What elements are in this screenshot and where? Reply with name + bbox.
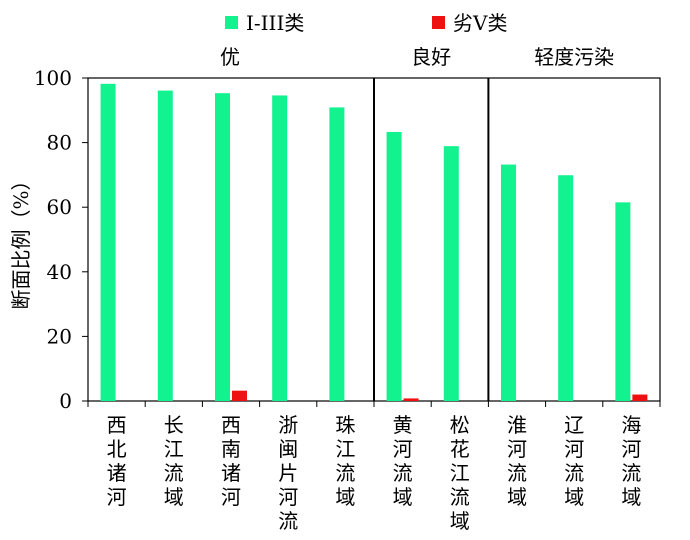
x-tick-label: 辽河流域 — [564, 413, 584, 509]
group-label: 优 — [220, 45, 240, 69]
bar-grade-1-3 — [214, 93, 230, 401]
x-tick-label: 西南诸河 — [221, 413, 241, 509]
legend-label: 劣V类 — [453, 11, 507, 35]
y-axis-label: 断面比例（%） — [9, 170, 33, 309]
legend-swatch — [432, 16, 445, 29]
x-tick-label: 长江流域 — [164, 413, 184, 509]
x-tick-label: 黄河流域 — [393, 413, 413, 509]
y-tick-label: 60 — [47, 195, 72, 219]
bar-grade-1-3 — [386, 131, 402, 402]
bar-below-grade-5 — [632, 394, 648, 401]
x-tick-label: 珠江流域 — [335, 413, 355, 509]
x-tick-label: 海河流域 — [621, 413, 641, 509]
y-axis: 0 20 40 60 80 100 — [34, 66, 88, 413]
bar-grade-1-3 — [272, 95, 288, 401]
group-label: 良好 — [411, 45, 451, 69]
legend-label: I-III类 — [246, 11, 304, 35]
x-axis: 西北诸河 长江流域 西南诸河 浙闽片河流 珠江流域 黄河流域 松花江流域 淮河流域 辽河流域 海河… — [87, 401, 661, 533]
y-tick-label: 20 — [47, 324, 72, 348]
legend: I-III类 劣V类 — [225, 11, 507, 35]
group-labels: 优 良好 轻度污染 — [220, 45, 614, 69]
y-tick-label: 0 — [59, 389, 72, 413]
x-tick-label: 松花江流域 — [450, 413, 470, 533]
bar-below-grade-5 — [231, 390, 247, 401]
bar-grade-1-3 — [100, 83, 116, 402]
y-tick-label: 80 — [47, 131, 72, 155]
bar-grade-1-3 — [558, 175, 574, 401]
x-tick-label: 淮河流域 — [507, 413, 527, 509]
x-tick-label: 浙闽片河流 — [278, 413, 298, 533]
y-tick-label: 40 — [47, 260, 72, 284]
bar-grade-1-3 — [500, 164, 516, 401]
x-tick-label: 西北诸河 — [107, 413, 127, 509]
group-label: 轻度污染 — [534, 45, 614, 69]
bar-grade-1-3 — [157, 90, 173, 402]
bar-grade-1-3 — [615, 202, 631, 401]
bar-below-grade-5 — [403, 398, 419, 401]
plot-area — [87, 77, 661, 402]
y-tick-label: 100 — [34, 66, 72, 90]
bar-grade-1-3 — [443, 146, 459, 401]
legend-swatch — [225, 16, 238, 29]
bar-grade-1-3 — [329, 107, 345, 401]
